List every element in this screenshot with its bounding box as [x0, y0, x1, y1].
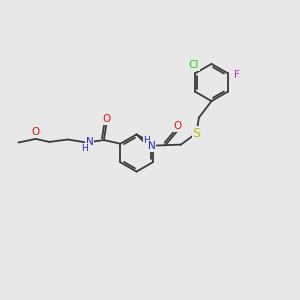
Text: N: N: [85, 137, 93, 147]
Text: O: O: [174, 121, 182, 131]
Text: H: H: [144, 136, 150, 145]
Text: F: F: [234, 70, 240, 80]
Text: O: O: [31, 127, 39, 137]
Text: O: O: [102, 114, 110, 124]
Text: H: H: [81, 144, 88, 153]
Text: N: N: [148, 141, 155, 151]
Text: Cl: Cl: [189, 60, 199, 70]
Text: S: S: [193, 127, 200, 140]
